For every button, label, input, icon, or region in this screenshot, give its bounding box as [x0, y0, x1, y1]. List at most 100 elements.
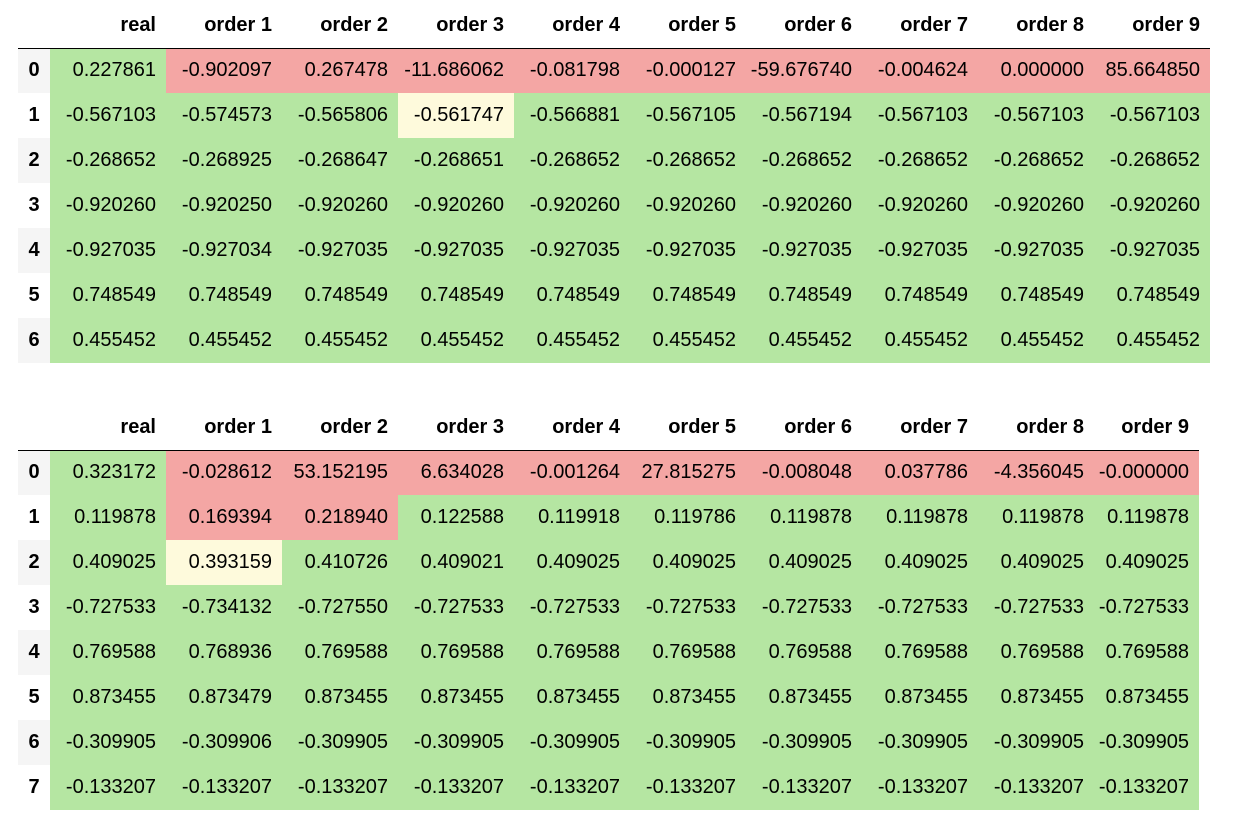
table-row: 2 0.409025 0.393159 0.410726 0.409021 0.40902…	[18, 540, 1199, 585]
table-cell: -0.920260	[50, 183, 166, 228]
table-cell: -0.727533	[862, 585, 978, 630]
table-cell: 0.409021	[398, 540, 514, 585]
table-cell: -0.927035	[514, 228, 630, 273]
index-header	[18, 405, 50, 451]
table-cell: -0.133207	[862, 765, 978, 810]
table-cell: 0.769588	[978, 630, 1094, 675]
table-cell: 0.119878	[50, 495, 166, 540]
table-cell: -0.008048	[746, 450, 862, 495]
table-cell: 0.455452	[978, 318, 1094, 363]
table-cell: -0.727533	[398, 585, 514, 630]
table-cell: 0.119786	[630, 495, 746, 540]
table-row: 3 -0.920260 -0.920250 -0.920260 -0.920260 -0.…	[18, 183, 1210, 228]
table-cell: 0.119878	[746, 495, 862, 540]
table-cell: 0.769588	[50, 630, 166, 675]
column-header: real	[50, 405, 166, 451]
table-cell: 0.455452	[50, 318, 166, 363]
table-cell: -0.001264	[514, 450, 630, 495]
table-cell: 0.393159	[166, 540, 282, 585]
row-index: 1	[18, 93, 50, 138]
row-index: 1	[18, 495, 50, 540]
table-cell: 0.873455	[746, 675, 862, 720]
table-row: 1 -0.567103 -0.574573 -0.565806 -0.561747 -0.…	[18, 93, 1210, 138]
table-cell: 0.455452	[166, 318, 282, 363]
table-row: 5 0.748549 0.748549 0.748549 0.748549 0.74854…	[18, 273, 1210, 318]
table-cell: -0.920260	[862, 183, 978, 228]
table-cell: -0.927034	[166, 228, 282, 273]
table-cell: 0.873455	[862, 675, 978, 720]
table-cell: -0.133207	[1094, 765, 1199, 810]
column-header: order 6	[746, 405, 862, 451]
table-cell: 0.748549	[398, 273, 514, 318]
table-cell: 0.122588	[398, 495, 514, 540]
row-index: 4	[18, 630, 50, 675]
table-cell: -4.356045	[978, 450, 1094, 495]
column-header: order 2	[282, 405, 398, 451]
column-header: order 2	[282, 3, 398, 49]
table-cell: -0.309906	[166, 720, 282, 765]
table-cell: -0.927035	[50, 228, 166, 273]
table-cell: -0.927035	[282, 228, 398, 273]
row-index: 6	[18, 318, 50, 363]
table-cell: 0.455452	[862, 318, 978, 363]
table-cell: 0.748549	[1094, 273, 1210, 318]
table-cell: 0.455452	[1094, 318, 1210, 363]
table-cell: -0.574573	[166, 93, 282, 138]
table-cell: 0.119878	[862, 495, 978, 540]
table-cell: -0.727533	[630, 585, 746, 630]
table-cell: -0.927035	[746, 228, 862, 273]
table-cell: 0.873455	[978, 675, 1094, 720]
table-cell: 0.769588	[282, 630, 398, 675]
table-cell: 0.873455	[50, 675, 166, 720]
table-cell: -0.000000	[1094, 450, 1199, 495]
table-cell: 0.769588	[514, 630, 630, 675]
table-cell: 6.634028	[398, 450, 514, 495]
table-cell: -0.268652	[978, 138, 1094, 183]
column-header: order 4	[514, 405, 630, 451]
table-cell: 0.409025	[630, 540, 746, 585]
table-body: 0 0.227861 -0.902097 0.267478 -11.686062 -0.0…	[18, 48, 1210, 363]
table-cell: 0.748549	[862, 273, 978, 318]
table-cell: -0.927035	[630, 228, 746, 273]
table-cell: -0.268651	[398, 138, 514, 183]
table-cell: -59.676740	[746, 48, 862, 93]
table-cell: -0.268652	[50, 138, 166, 183]
table-cell: -0.133207	[514, 765, 630, 810]
table-cell: -0.268652	[746, 138, 862, 183]
table-cell: -0.927035	[1094, 228, 1210, 273]
table-cell: -0.133207	[50, 765, 166, 810]
row-index: 0	[18, 450, 50, 495]
row-index: 3	[18, 585, 50, 630]
table-row: 0 0.227861 -0.902097 0.267478 -11.686062 -0.0…	[18, 48, 1210, 93]
table-cell: -0.309905	[1094, 720, 1199, 765]
table-cell: -0.309905	[282, 720, 398, 765]
table-cell: 0.410726	[282, 540, 398, 585]
row-index: 3	[18, 183, 50, 228]
column-header: order 5	[630, 405, 746, 451]
column-header: order 3	[398, 3, 514, 49]
table-cell: -11.686062	[398, 48, 514, 93]
table-cell: 0.409025	[746, 540, 862, 585]
table-cell: 0.037786	[862, 450, 978, 495]
table-cell: -0.565806	[282, 93, 398, 138]
table-cell: 27.815275	[630, 450, 746, 495]
column-header: order 1	[166, 3, 282, 49]
table-cell: -0.920260	[514, 183, 630, 228]
table-cell: 0.748549	[166, 273, 282, 318]
table-cell: -0.727533	[50, 585, 166, 630]
table-row: 4 -0.927035 -0.927034 -0.927035 -0.927035 -0.…	[18, 228, 1210, 273]
table-cell: 0.873455	[398, 675, 514, 720]
column-header: order 9	[1094, 405, 1199, 451]
row-index: 2	[18, 540, 50, 585]
row-index: 0	[18, 48, 50, 93]
column-header: order 1	[166, 405, 282, 451]
table-cell: -0.309905	[862, 720, 978, 765]
row-index: 5	[18, 273, 50, 318]
table-row: 6 -0.309905 -0.309906 -0.309905 -0.309905 -0.…	[18, 720, 1199, 765]
column-header: order 6	[746, 3, 862, 49]
table-cell: -0.567103	[862, 93, 978, 138]
